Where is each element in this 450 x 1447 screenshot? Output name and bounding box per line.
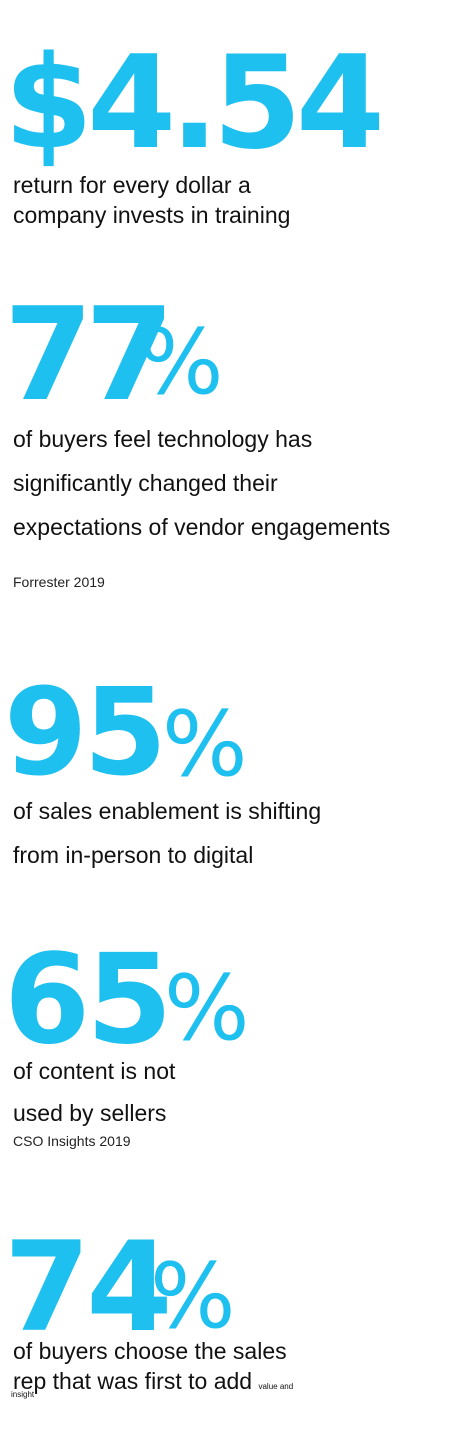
stat-value: 74 xyxy=(4,1216,173,1360)
stat-source: CSO Insights 2019 xyxy=(13,1133,131,1149)
stat-caption-line: of content is not xyxy=(13,1058,176,1084)
percent-symbol: % xyxy=(164,956,250,1061)
stat-value: 95 xyxy=(4,664,167,803)
percent-symbol: % xyxy=(162,692,248,797)
stat-caption-small-wrap: insight xyxy=(11,1390,35,1399)
stat-caption-line: expectations of vendor engagements xyxy=(13,514,391,540)
stat-caption-line: of buyers choose the sales xyxy=(13,1338,287,1364)
stat-caption-line: of buyers feel technology has xyxy=(13,426,313,452)
stat-caption-line: from in-person to digital xyxy=(13,842,254,868)
stat-value: 65 xyxy=(4,928,173,1072)
stat-caption-line: significantly changed their xyxy=(13,470,278,496)
stat-caption-line: return for every dollar a xyxy=(13,172,251,198)
percent-symbol: % xyxy=(150,1244,236,1349)
stat-source: Forrester 2019 xyxy=(13,574,105,590)
stat-caption-small-text: value and xyxy=(258,1382,294,1391)
stat-caption-text: rep that was first to add xyxy=(13,1368,253,1394)
percent-symbol: % xyxy=(138,310,224,415)
stat-caption-line: rep that was first to add value and xyxy=(13,1368,293,1396)
stat-value: $4.54 xyxy=(4,29,385,178)
stat-caption-line: of sales enablement is shifting xyxy=(13,798,322,824)
stat-value: 77 xyxy=(4,281,174,430)
stat-caption-line: used by sellers xyxy=(13,1100,167,1126)
stat-caption-line: company invests in training xyxy=(13,202,291,228)
